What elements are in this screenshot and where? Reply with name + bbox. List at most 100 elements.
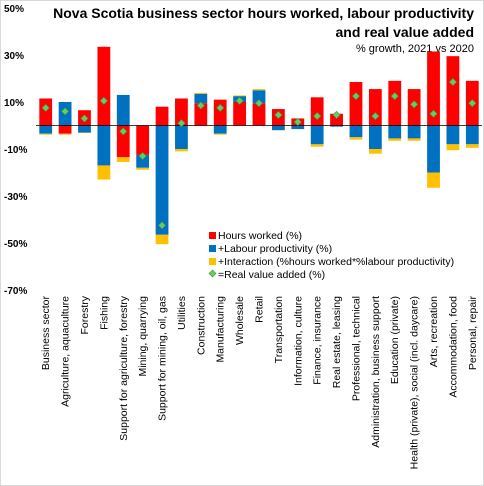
category-label: Business sector xyxy=(40,296,52,371)
bar-segment-series-1 xyxy=(78,125,91,133)
category-label: Accommodation, food xyxy=(447,296,459,398)
chart-subtitle: % growth, 2021 vs 2020 xyxy=(356,43,474,55)
bar-segment-series-2 xyxy=(233,95,247,97)
bar-segment-series-0 xyxy=(136,125,150,155)
bar-segment-series-1 xyxy=(39,125,53,134)
bar-segment-series-1 xyxy=(136,154,150,168)
y-tick-label: 50% xyxy=(4,4,24,15)
category-label: Manufacturing xyxy=(215,296,227,363)
bar-segment-series-1 xyxy=(349,125,363,138)
bar-segment-series-2 xyxy=(310,144,324,147)
category-label: Mining, quarrying xyxy=(137,296,149,377)
bar-segment-series-1 xyxy=(368,125,382,149)
bar-segment-series-1 xyxy=(291,125,305,130)
value-added-marker xyxy=(274,110,283,119)
bar-segment-series-2 xyxy=(349,137,363,140)
value-added-marker xyxy=(216,103,225,112)
y-tick-label: -50% xyxy=(4,239,27,250)
legend-swatch-productivity xyxy=(209,245,216,252)
category-label: Personal, repair xyxy=(467,296,479,371)
category-label: Finance, insurance xyxy=(312,296,324,385)
bar-segment-series-1 xyxy=(155,125,169,235)
category-label: Utilities xyxy=(176,296,188,330)
category-label: Education (private) xyxy=(389,296,401,384)
category-label: Fishing xyxy=(98,296,110,330)
bar-segment-series-2 xyxy=(368,149,382,154)
bar-segment-series-0 xyxy=(155,106,169,126)
bar-segment-series-1 xyxy=(116,94,130,126)
value-added-marker xyxy=(390,92,399,101)
bar-segment-series-1 xyxy=(194,93,208,104)
bar-segment-series-2 xyxy=(252,89,266,91)
bar-segment-series-0 xyxy=(427,51,440,126)
value-added-marker xyxy=(254,99,264,108)
category-label: Construction xyxy=(195,296,207,355)
bar-segment-series-2 xyxy=(116,157,130,162)
value-added-marker xyxy=(468,99,477,108)
bar-segment-series-0 xyxy=(175,98,188,126)
bar-segment-series-2 xyxy=(58,133,72,135)
bar-segment-series-0 xyxy=(388,80,402,126)
legend-label-interaction: +Interaction (%hours worked*%labour prod… xyxy=(218,256,454,268)
bar-segment-series-2 xyxy=(407,138,421,141)
bar-segment-series-0 xyxy=(58,125,72,134)
value-added-marker xyxy=(196,101,205,110)
bar-segment-series-0 xyxy=(233,102,247,126)
value-added-marker xyxy=(293,117,302,126)
bar-segment-series-2 xyxy=(427,172,440,188)
value-added-marker xyxy=(177,119,186,128)
bar-segment-series-2 xyxy=(446,144,460,151)
bar-segment-series-1 xyxy=(446,125,460,145)
value-added-marker xyxy=(158,221,167,230)
category-label: Support for agriculture, forestry xyxy=(118,295,130,440)
value-added-marker xyxy=(235,96,244,105)
bar-segment-series-1 xyxy=(388,125,402,139)
bar-segment-series-0 xyxy=(194,103,208,126)
value-added-marker xyxy=(80,114,89,123)
legend-swatch-interaction xyxy=(209,258,216,265)
y-tick-label: 30% xyxy=(4,51,24,62)
legend-label-hours: Hours worked (%) xyxy=(218,230,302,242)
y-tick-label: -30% xyxy=(4,192,27,203)
category-label: Health (private), social (incl. daycare) xyxy=(409,296,421,469)
value-added-marker xyxy=(332,110,341,119)
bar-segment-series-2 xyxy=(388,138,402,141)
value-added-marker xyxy=(448,78,457,87)
category-label: Retail xyxy=(254,296,266,323)
category-label: Forestry xyxy=(79,295,91,334)
category-label: Administration, business support xyxy=(370,296,382,448)
chart-title-line1: Nova Scotia business sector hours worked… xyxy=(53,5,474,21)
category-label: Arts, recreation xyxy=(428,296,440,367)
bar-segment-series-1 xyxy=(427,125,440,173)
y-tick-label: -10% xyxy=(4,145,27,156)
y-tick-label: -70% xyxy=(4,286,27,297)
bar-segment-series-0 xyxy=(97,46,111,126)
bar-segment-series-2 xyxy=(465,144,479,148)
legend-label-productivity: +Labour productivity (%) xyxy=(218,243,332,255)
y-tick-label: 10% xyxy=(4,98,24,109)
value-added-marker xyxy=(429,109,438,118)
bar-segment-series-2 xyxy=(39,133,53,135)
legend: Hours worked (%) +Labour productivity (%… xyxy=(208,230,454,281)
bar-segment-series-2 xyxy=(136,167,150,170)
value-added-marker xyxy=(61,107,70,116)
bar-segment-series-1 xyxy=(465,125,479,145)
bar-segment-series-1 xyxy=(252,90,266,104)
bar-segment-series-1 xyxy=(271,125,285,131)
bar-segment-series-1 xyxy=(213,125,227,134)
value-added-marker xyxy=(119,127,128,136)
x-axis-labels: Business sector Agriculture, aquaculture F… xyxy=(40,295,479,469)
bar-segment-series-0 xyxy=(116,125,130,158)
bar-segment-series-2 xyxy=(175,149,188,152)
bar-segment-series-1 xyxy=(175,125,188,149)
markers-layer xyxy=(41,78,477,230)
bar-segment-series-0 xyxy=(39,98,53,126)
bar-segment-series-1 xyxy=(310,125,324,145)
bar-segment-series-0 xyxy=(310,97,324,126)
value-added-marker xyxy=(371,112,380,121)
bar-segment-series-0 xyxy=(213,99,227,126)
bar-segment-series-0 xyxy=(252,103,266,126)
bar-segment-series-0 xyxy=(330,113,343,126)
